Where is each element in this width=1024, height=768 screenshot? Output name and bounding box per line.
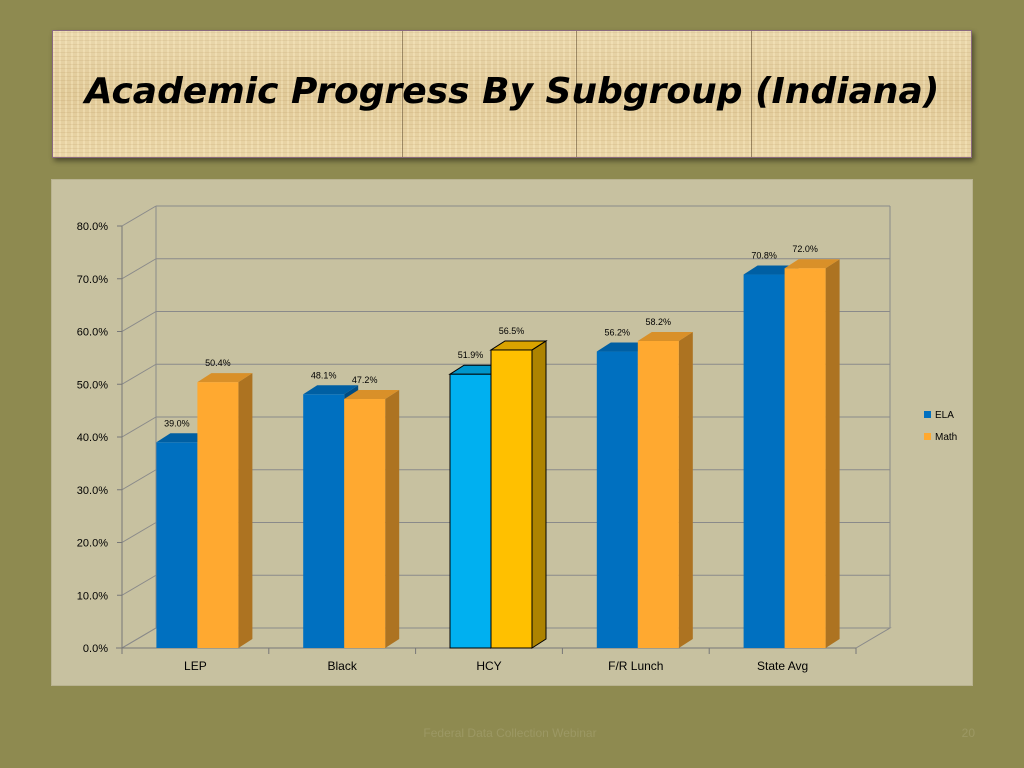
- bar-top: [303, 385, 359, 395]
- y-tick-label: 70.0%: [77, 274, 108, 286]
- bar-side: [531, 340, 547, 649]
- bar-top: [197, 373, 253, 383]
- bar-math-hcy: [489, 340, 548, 649]
- y-tick-label: 60.0%: [77, 327, 108, 339]
- y-tick-label: 0.0%: [83, 643, 108, 655]
- bar-side: [825, 259, 840, 648]
- data-label: 56.5%: [499, 326, 525, 336]
- x-tick-label: HCY: [476, 659, 501, 673]
- y-tick-label: 50.0%: [77, 379, 108, 391]
- gridline-depth: [121, 363, 157, 385]
- x-tick-label: F/R Lunch: [608, 659, 663, 673]
- data-label: 70.8%: [751, 251, 777, 261]
- bar-front: [743, 274, 785, 648]
- data-label: 47.2%: [352, 375, 378, 385]
- data-label: 51.9%: [458, 350, 484, 360]
- gridline-depth: [121, 258, 157, 280]
- legend: ELA Math: [924, 410, 957, 443]
- data-label: 58.2%: [646, 317, 672, 327]
- data-label: 39.0%: [164, 418, 190, 428]
- bar-top: [637, 331, 693, 341]
- gridline-depth: [121, 311, 157, 332]
- bar-side: [678, 331, 693, 648]
- x-tick-label: Black: [328, 659, 358, 673]
- y-tick-label: 10.0%: [77, 590, 108, 602]
- bar-front: [449, 373, 492, 649]
- y-tick-label: 30.0%: [77, 485, 108, 497]
- bar-front: [490, 349, 533, 649]
- bar-top: [784, 259, 840, 269]
- gridline-depth: [121, 416, 157, 438]
- bar-math-lep: [197, 373, 253, 648]
- bar-math-state-avg: [784, 259, 840, 648]
- chart-panel: 0.0% 10.0% 20.0% 30.0% 40.0% 50.0% 60.0% 70.0% 8…: [51, 179, 973, 686]
- legend-label-math: Math: [935, 432, 957, 443]
- bar-side: [385, 390, 400, 648]
- banner-divider: [751, 31, 752, 157]
- gridline-depth: [121, 469, 157, 491]
- slide-title: Academic Progress By Subgroup (Indiana): [84, 71, 940, 112]
- data-label: 48.1%: [311, 370, 337, 380]
- gridline-depth: [121, 205, 157, 227]
- bar-top: [344, 390, 400, 400]
- banner-divider: [402, 31, 403, 157]
- axis-layer: 0.0% 10.0% 20.0% 30.0% 40.0% 50.0% 60.0% 70.0% 8…: [77, 221, 857, 673]
- bar-front: [784, 268, 826, 648]
- footer-text: Federal Data Collection Webinar: [423, 726, 597, 740]
- bar-side: [238, 373, 253, 648]
- bar-front: [197, 382, 239, 648]
- data-label: 50.4%: [205, 358, 231, 368]
- bar-front: [344, 399, 386, 648]
- gridline-depth: [121, 522, 157, 543]
- gridline-depth: [121, 574, 157, 596]
- bar-math-f-r-lunch: [637, 331, 693, 648]
- bar-math-black: [344, 390, 400, 648]
- bar-front: [156, 442, 198, 648]
- y-tick-label: 80.0%: [77, 221, 108, 233]
- x-tick-label: State Avg: [757, 659, 808, 673]
- bars-layer: [156, 259, 840, 649]
- banner-divider: [576, 31, 577, 157]
- data-label: 72.0%: [792, 244, 818, 254]
- title-banner: Academic Progress By Subgroup (Indiana): [52, 30, 972, 158]
- bar-chart: 0.0% 10.0% 20.0% 30.0% 40.0% 50.0% 60.0% 70.0% 8…: [77, 205, 957, 673]
- labels-layer: 39.0% 50.4% 48.1% 47.2% 51.9% 56.5% 56.2% 58.2%…: [164, 244, 818, 428]
- x-tick-label: LEP: [184, 659, 207, 673]
- bar-front: [637, 340, 679, 648]
- legend-label-ela: ELA: [935, 410, 954, 421]
- bar-front: [303, 394, 345, 648]
- bar-front: [596, 351, 638, 648]
- legend-swatch-math: [924, 433, 931, 440]
- legend-swatch-ela: [924, 411, 931, 418]
- data-label: 56.2%: [605, 328, 631, 338]
- y-tick-label: 20.0%: [77, 538, 108, 550]
- page-number: 20: [961, 726, 975, 740]
- y-tick-label: 40.0%: [77, 432, 108, 444]
